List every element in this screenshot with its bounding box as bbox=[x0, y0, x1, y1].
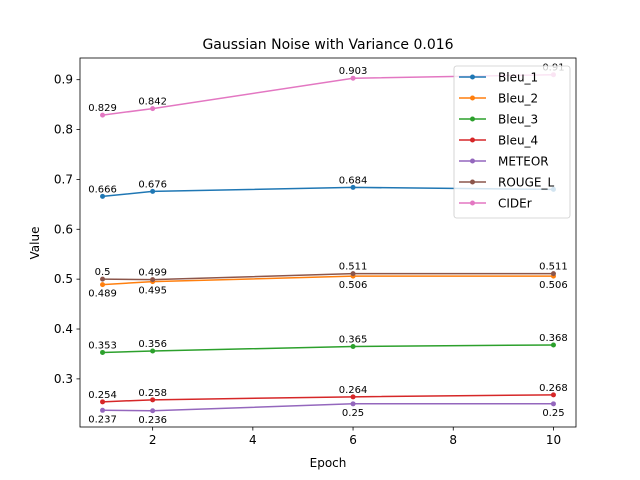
data-point bbox=[150, 348, 156, 354]
data-point bbox=[100, 282, 106, 288]
data-label: 0.506 bbox=[539, 280, 568, 291]
data-label: 0.5 bbox=[95, 267, 111, 278]
legend-entry: CIDEr bbox=[498, 197, 532, 211]
series-line-cider bbox=[102, 73, 554, 116]
data-label: 0.356 bbox=[138, 339, 167, 350]
axes-frame bbox=[79, 57, 577, 428]
data-point bbox=[350, 75, 356, 81]
y-tick-label: 0.7 bbox=[54, 172, 73, 186]
data-label: 0.254 bbox=[88, 390, 117, 401]
data-label: 0.511 bbox=[339, 262, 368, 273]
data-point bbox=[100, 112, 106, 118]
data-label: 0.268 bbox=[539, 383, 568, 394]
legend-marker bbox=[470, 200, 475, 206]
data-label: 0.365 bbox=[339, 334, 368, 345]
data-point bbox=[350, 401, 356, 407]
legend-entry: Bleu_4 bbox=[498, 134, 538, 148]
data-point bbox=[350, 271, 356, 277]
data-point bbox=[150, 106, 156, 112]
legend-entry: Bleu_2 bbox=[498, 92, 538, 106]
legend-marker bbox=[470, 116, 475, 122]
series-line-bleu-2 bbox=[102, 275, 554, 286]
data-label: 0.829 bbox=[88, 103, 117, 114]
data-point bbox=[150, 277, 156, 283]
data-point bbox=[550, 392, 556, 398]
data-label: 0.903 bbox=[339, 66, 368, 77]
data-label: 0.489 bbox=[88, 289, 117, 300]
data-label: 0.684 bbox=[339, 175, 368, 186]
data-point bbox=[100, 276, 106, 282]
legend-box bbox=[453, 65, 571, 219]
y-tick-label: 0.5 bbox=[54, 272, 73, 286]
legend-entry: METEOR bbox=[498, 155, 549, 169]
y-tick-label: 0.9 bbox=[54, 73, 73, 87]
series-line-rouge-l bbox=[102, 272, 554, 281]
y-tick-label: 0.3 bbox=[54, 372, 73, 386]
y-axis-label: Value bbox=[28, 227, 42, 260]
legend-marker bbox=[470, 158, 475, 164]
data-point bbox=[550, 342, 556, 348]
data-point bbox=[350, 343, 356, 349]
x-axis-label: Epoch bbox=[310, 456, 347, 470]
x-tick-label: 2 bbox=[149, 433, 157, 447]
data-label: 0.353 bbox=[88, 340, 117, 351]
legend-marker bbox=[470, 95, 475, 101]
data-point bbox=[150, 397, 156, 403]
data-label: 0.25 bbox=[542, 408, 564, 419]
series-line-bleu-3 bbox=[102, 344, 554, 354]
x-tick-label: 6 bbox=[349, 433, 357, 447]
data-label: 0.25 bbox=[342, 408, 364, 419]
x-tick-label: 10 bbox=[546, 433, 561, 447]
data-label: 0.506 bbox=[339, 280, 368, 291]
legend-marker bbox=[470, 74, 475, 80]
y-tick-label: 0.8 bbox=[54, 123, 73, 137]
data-point bbox=[350, 184, 356, 190]
y-tick-label: 0.6 bbox=[54, 222, 73, 236]
legend-marker bbox=[470, 137, 475, 143]
data-point bbox=[100, 399, 106, 405]
data-point bbox=[150, 408, 156, 414]
series-line-meteor bbox=[102, 403, 554, 412]
plot-area: 2 4 6 8 10 0.3 0.4 0.5 0.6 0.7 0.8 0.9 0.666 0.676 0.6… bbox=[54, 57, 577, 447]
data-label: 0.499 bbox=[138, 268, 167, 279]
series-line-bleu-1 bbox=[102, 186, 554, 198]
data-label: 0.666 bbox=[88, 184, 117, 195]
data-label: 0.842 bbox=[138, 97, 167, 108]
y-tick-label: 0.4 bbox=[54, 322, 73, 336]
x-tick-label: 4 bbox=[249, 433, 257, 447]
data-label: 0.236 bbox=[138, 415, 167, 426]
data-point bbox=[150, 188, 156, 194]
legend-entry: ROUGE_L bbox=[498, 176, 554, 190]
data-label: 0.676 bbox=[138, 179, 167, 190]
data-label: 0.258 bbox=[138, 388, 167, 399]
data-point bbox=[100, 349, 106, 355]
data-point bbox=[100, 407, 106, 413]
data-label: 0.368 bbox=[539, 333, 568, 344]
data-point bbox=[100, 193, 106, 199]
legend-entry: Bleu_3 bbox=[498, 113, 538, 127]
data-label: 0.264 bbox=[339, 385, 368, 396]
data-label: 0.237 bbox=[88, 414, 117, 425]
legend-entry: Bleu_1 bbox=[498, 71, 538, 85]
data-point bbox=[550, 401, 556, 407]
data-point bbox=[350, 394, 356, 400]
legend-marker bbox=[470, 179, 475, 185]
series-line-bleu-4 bbox=[102, 394, 554, 403]
x-tick-label: 8 bbox=[449, 433, 457, 447]
chart-title: Gaussian Noise with Variance 0.016 bbox=[202, 37, 453, 53]
data-label: 0.511 bbox=[539, 262, 568, 273]
data-label: 0.495 bbox=[138, 286, 167, 297]
data-point bbox=[550, 271, 556, 277]
